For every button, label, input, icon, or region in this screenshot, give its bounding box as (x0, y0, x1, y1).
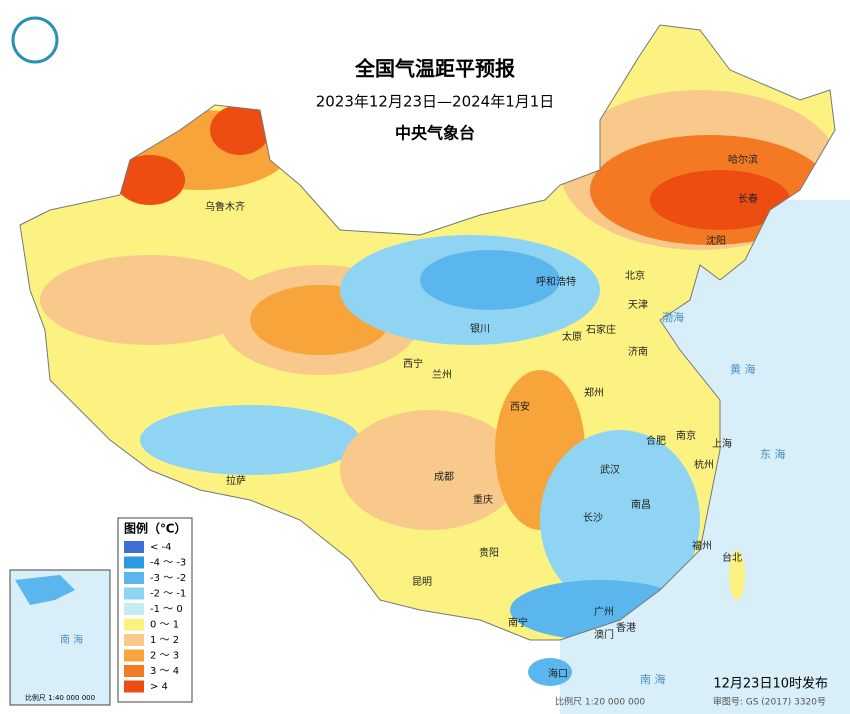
legend-label: 1 ～ 2 (150, 635, 179, 646)
legend-swatch (124, 634, 144, 646)
legend-swatch (124, 603, 144, 615)
cities: 乌鲁木齐 哈尔滨 长春 沈阳 北京 天津 呼和浩特 石家庄 银川 太原 济南 西… (205, 153, 758, 680)
city: 哈尔滨 (728, 153, 758, 166)
city: 南昌 (631, 498, 651, 511)
taiwan (729, 550, 745, 600)
city: 昆明 (412, 576, 432, 588)
border (19, 24, 836, 641)
city: 澳门 (594, 628, 614, 641)
issuer: 中央气象台 (395, 124, 475, 143)
legend-label: > 4 (150, 682, 168, 693)
legend-swatch (124, 541, 144, 553)
sea-label: 东 海 (760, 447, 786, 461)
city: 太原 (562, 330, 582, 343)
legend-label: 2 ～ 3 (150, 651, 179, 662)
approval: 审图号: GS (2017) 3320号 (713, 696, 826, 708)
city: 福州 (692, 539, 712, 552)
city: 沈阳 (706, 234, 726, 247)
legend-label: 0 ～ 1 (150, 620, 179, 631)
city: 台北 (722, 551, 742, 564)
city: 西安 (510, 400, 530, 413)
legend-swatch (124, 665, 144, 677)
title: 全国气温距平预报 (354, 57, 515, 81)
city: 长沙 (583, 512, 603, 524)
sea-label: 南 海 (640, 672, 666, 686)
legend-swatch (124, 649, 144, 662)
inset-label: 南 海 (60, 633, 83, 646)
legend-label: 3 ～ 4 (150, 666, 179, 677)
legend-label: -1 ～ 0 (150, 604, 183, 615)
city: 济南 (628, 345, 648, 358)
city: 拉萨 (226, 474, 246, 487)
hainan (528, 658, 572, 686)
city: 合肥 (646, 434, 666, 447)
city: 武汉 (600, 463, 620, 476)
sea-label: 渤海 (662, 310, 684, 324)
city: 石家庄 (586, 323, 616, 336)
city: 贵阳 (479, 546, 499, 559)
city: 北京 (625, 269, 645, 282)
legend-label: < -4 (150, 542, 172, 553)
legend-label: -3 ～ -2 (150, 573, 186, 584)
inset-land (15, 575, 75, 605)
city: 呼和浩特 (536, 276, 576, 288)
city: 南宁 (508, 616, 528, 629)
legend-swatch (124, 680, 144, 693)
city: 乌鲁木齐 (205, 200, 245, 213)
subtitle: 2023年12月23日—2024年1月1日 (316, 93, 555, 111)
city: 上海 (712, 437, 732, 450)
sea-label: 黄 海 (730, 362, 756, 376)
legend-label: -4 ～ -3 (150, 558, 186, 569)
city: 杭州 (694, 458, 714, 471)
legend-title: 图例（℃） (124, 521, 187, 536)
issued: 12月23日10时发布 (713, 676, 828, 692)
city: 成都 (434, 471, 454, 483)
city: 海口 (548, 667, 568, 680)
city: 重庆 (473, 493, 493, 506)
city: 银川 (470, 322, 490, 335)
legend-swatch (124, 587, 144, 600)
legend-swatch (124, 618, 144, 631)
city: 香港 (616, 622, 636, 634)
legend-swatch (124, 572, 144, 584)
legend-label: -2 ～ -1 (150, 589, 186, 600)
city: 南京 (676, 429, 696, 442)
city: 天津 (628, 299, 648, 311)
scale: 比例尺 1:20 000 000 (555, 696, 645, 708)
city: 长春 (738, 193, 758, 205)
inset-scale: 比例尺 1:40 000 000 (25, 693, 95, 702)
legend-swatch (124, 556, 144, 569)
legend: < -4 -4 ～ -3 -3 ～ -2 -2 ～ -1 -1 ～ 0 0 ～ 1 1 ～ … (124, 541, 186, 693)
city: 兰州 (432, 368, 452, 381)
city: 西宁 (403, 357, 423, 370)
city: 郑州 (584, 386, 604, 399)
logo (11, 16, 59, 64)
city: 广州 (594, 606, 614, 618)
